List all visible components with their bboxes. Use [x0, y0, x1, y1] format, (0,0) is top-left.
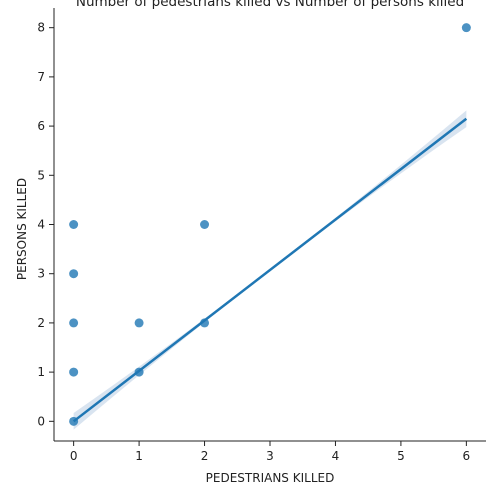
- data-point: [69, 367, 79, 377]
- data-point: [69, 269, 79, 279]
- regression-line-path: [72, 117, 468, 423]
- y-tick-label: 2: [37, 316, 45, 330]
- x-tick-label: 5: [397, 449, 405, 463]
- y-tick-label: 1: [37, 365, 45, 379]
- data-point: [69, 318, 79, 328]
- regression-line: [72, 117, 468, 423]
- x-tick-label: 0: [70, 449, 78, 463]
- data-points: [69, 23, 471, 426]
- y-ticks: 0 1 2 3 4 5 6 7 8: [37, 21, 54, 428]
- data-point: [200, 220, 210, 229]
- y-tick-label: 3: [37, 267, 45, 281]
- x-tick-label: 6: [463, 449, 471, 463]
- x-tick-label: 4: [332, 449, 340, 463]
- x-axis-label: PEDESTRIANS KILLED: [206, 471, 335, 485]
- y-tick-label: 5: [37, 168, 45, 182]
- x-tick-label: 2: [201, 449, 209, 463]
- y-tick-label: 8: [37, 21, 45, 35]
- x-ticks: 0 1 2 3 4 5 6: [70, 441, 470, 463]
- y-tick-label: 0: [37, 414, 45, 428]
- x-tick-label: 1: [135, 449, 143, 463]
- data-point: [461, 23, 471, 33]
- y-tick-label: 6: [37, 119, 45, 133]
- x-tick-label: 3: [266, 449, 274, 463]
- axes: [53, 8, 486, 442]
- data-point: [69, 220, 79, 229]
- chart-title: Number of pedestrians killed vs Number o…: [76, 0, 464, 10]
- y-tick-label: 7: [37, 70, 45, 84]
- y-axis-label: PERSONS KILLED: [15, 178, 29, 280]
- data-point: [134, 318, 144, 328]
- y-tick-label: 4: [37, 218, 45, 232]
